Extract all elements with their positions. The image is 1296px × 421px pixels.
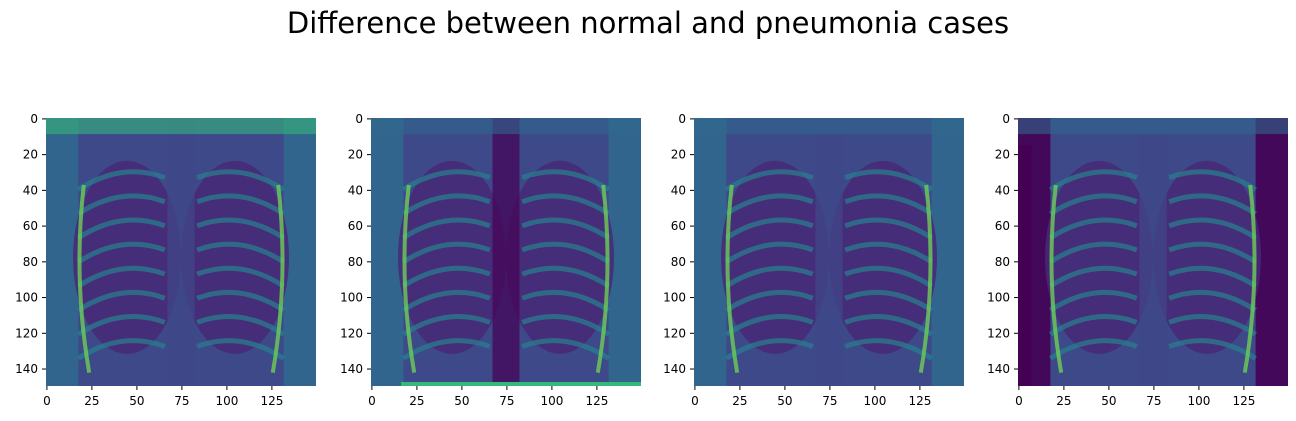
x-tick-label: 125 [585, 394, 608, 408]
x-tick-label: 100 [1187, 394, 1210, 408]
y-tick-label: 60 [995, 219, 1010, 233]
x-tick-label: 75 [1146, 394, 1161, 408]
x-tick-label: 100 [540, 394, 563, 408]
x-tick-label: 0 [368, 394, 376, 408]
y-tick-label: 120 [987, 326, 1010, 340]
x-tick-label: 25 [1056, 394, 1071, 408]
x-tick-label: 75 [822, 394, 837, 408]
y-tick-label: 40 [348, 183, 363, 197]
y-tick-label: 20 [348, 148, 363, 162]
y-tick-label: 140 [987, 362, 1010, 376]
y-tick-label: 20 [995, 148, 1010, 162]
x-tick-label: 0 [43, 394, 51, 408]
y-tick-label: 60 [348, 219, 363, 233]
x-tick-label: 100 [215, 394, 238, 408]
x-tick-label: 0 [1015, 394, 1023, 408]
x-tick-label: 75 [174, 394, 189, 408]
x-tick-label: 125 [908, 394, 931, 408]
x-tick-label: 50 [454, 394, 469, 408]
y-tick-label: 100 [15, 291, 38, 305]
y-tick-label: 40 [671, 183, 686, 197]
y-tick-label: 140 [15, 362, 38, 376]
y-tick-label: 0 [1002, 112, 1010, 126]
y-tick-label: 80 [348, 255, 363, 269]
y-tick-label: 40 [23, 183, 38, 197]
x-tick-label: 50 [1101, 394, 1116, 408]
y-tick-label: 0 [355, 112, 363, 126]
y-tick-label: 0 [30, 112, 38, 126]
xray-image-3 [694, 118, 964, 386]
y-tick-label: 100 [340, 291, 363, 305]
x-tick-label: 50 [129, 394, 144, 408]
y-tick-label: 60 [671, 219, 686, 233]
y-tick-label: 40 [995, 183, 1010, 197]
y-tick-label: 140 [340, 362, 363, 376]
x-tick-label: 0 [691, 394, 699, 408]
y-tick-label: 120 [340, 326, 363, 340]
y-tick-label: 100 [663, 291, 686, 305]
y-tick-label: 60 [23, 219, 38, 233]
xray-image-4 [1018, 118, 1288, 386]
y-tick-label: 100 [987, 291, 1010, 305]
x-tick-label: 125 [1232, 394, 1255, 408]
panel-2: 0 25 50 75 100 125 0 20 40 60 80 100 120 140 [340, 112, 641, 408]
panel-1: 0 25 50 75 100 125 0 20 40 60 80 100 120 140 [15, 112, 316, 408]
y-tick-label: 120 [15, 326, 38, 340]
y-tick-label: 0 [678, 112, 686, 126]
xray-image-2 [371, 118, 641, 386]
x-tick-label: 25 [409, 394, 424, 408]
y-tick-label: 140 [663, 362, 686, 376]
y-tick-label: 80 [995, 255, 1010, 269]
y-tick-label: 80 [671, 255, 686, 269]
x-tick-label: 125 [260, 394, 283, 408]
panel-3: 0 25 50 75 100 125 0 20 40 60 80 100 120 140 [663, 112, 964, 408]
xray-image-1 [46, 118, 316, 386]
x-tick-label: 25 [732, 394, 747, 408]
y-tick-label: 120 [663, 326, 686, 340]
y-tick-label: 80 [23, 255, 38, 269]
x-tick-label: 25 [84, 394, 99, 408]
figure-title: Difference between normal and pneumonia … [286, 6, 1010, 40]
y-tick-label: 20 [23, 148, 38, 162]
y-tick-label: 20 [671, 148, 686, 162]
x-tick-label: 75 [499, 394, 514, 408]
x-tick-label: 50 [777, 394, 792, 408]
x-tick-label: 100 [863, 394, 886, 408]
panel-4: 0 25 50 75 100 125 0 20 40 60 80 100 120 140 [987, 112, 1288, 408]
